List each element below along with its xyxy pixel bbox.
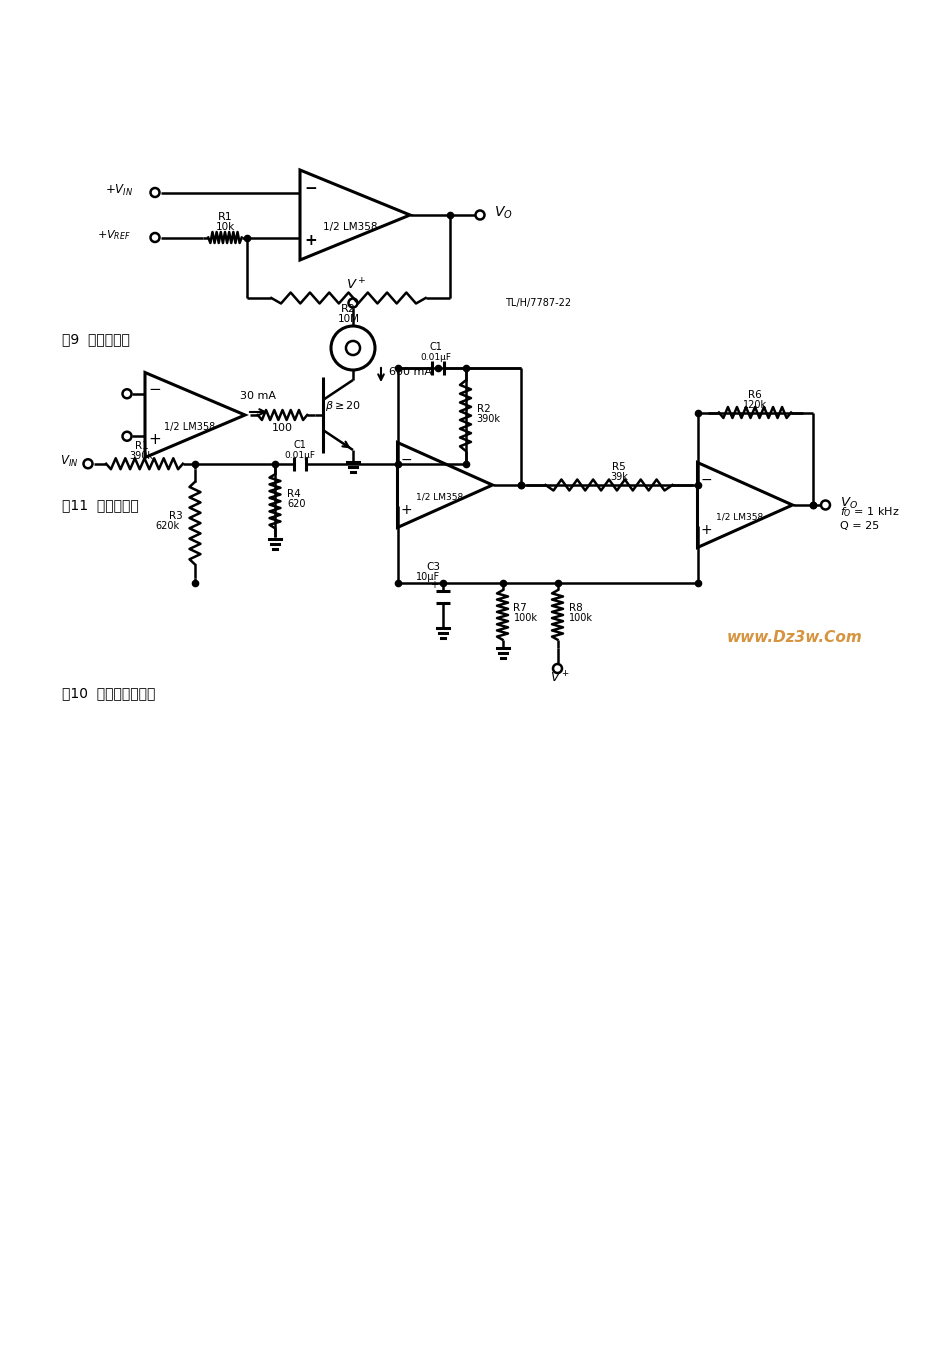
Text: −: − [305, 182, 317, 196]
Text: R1: R1 [135, 441, 148, 451]
Text: $V^+$: $V^+$ [550, 670, 569, 686]
Text: +: + [401, 503, 412, 518]
Text: 10k: 10k [216, 222, 235, 233]
Text: 30 mA: 30 mA [239, 391, 276, 401]
Text: $V_O$: $V_O$ [840, 495, 858, 511]
Text: 0.01μF: 0.01μF [420, 354, 451, 363]
Text: $f_O$ = 1 kHz: $f_O$ = 1 kHz [840, 504, 900, 519]
Text: 1/2 LM358: 1/2 LM358 [716, 512, 764, 522]
Text: 图9  滞后比较器: 图9 滞后比较器 [62, 332, 130, 346]
Text: −: − [401, 453, 412, 467]
Text: R1: R1 [218, 213, 233, 222]
Text: C1: C1 [429, 343, 442, 352]
Text: +: + [701, 523, 712, 537]
Text: 10M: 10M [337, 313, 359, 324]
Text: R7: R7 [514, 603, 527, 613]
Text: R5: R5 [612, 461, 626, 472]
Text: 图10  带通有源滤波器: 图10 带通有源滤波器 [62, 686, 156, 701]
Text: 620: 620 [287, 499, 306, 510]
Text: 10μF: 10μF [416, 573, 441, 582]
Text: 620k: 620k [155, 521, 179, 531]
Text: +: + [148, 432, 162, 447]
Text: 100: 100 [272, 422, 293, 433]
Text: 39k: 39k [610, 472, 628, 482]
Text: −: − [148, 382, 162, 397]
Text: 600 mA: 600 mA [389, 367, 432, 377]
Text: 100k: 100k [514, 613, 538, 623]
Text: $V^+$: $V^+$ [346, 277, 367, 293]
Text: Q = 25: Q = 25 [840, 521, 880, 531]
Text: +$V_{IN}$: +$V_{IN}$ [104, 183, 133, 198]
Text: 图11  灯驱动程序: 图11 灯驱动程序 [62, 499, 139, 512]
Text: 0.01μF: 0.01μF [284, 451, 315, 460]
Text: $\beta\geq20$: $\beta\geq20$ [325, 399, 361, 413]
Text: 100k: 100k [568, 613, 593, 623]
Text: $V_O$: $V_O$ [494, 204, 513, 221]
Text: R4: R4 [287, 490, 301, 499]
Text: +: + [305, 233, 317, 247]
Text: R2: R2 [477, 404, 490, 414]
Text: 1/2 LM358: 1/2 LM358 [164, 422, 216, 432]
Text: 120k: 120k [743, 399, 767, 409]
Text: C3: C3 [427, 562, 441, 573]
Text: −: − [701, 472, 712, 487]
Text: TL/H/7787-22: TL/H/7787-22 [505, 299, 571, 308]
Text: R6: R6 [749, 390, 762, 399]
Text: R2: R2 [341, 304, 356, 313]
Text: +$V_{REF}$: +$V_{REF}$ [97, 229, 131, 242]
Text: 1/2 LM358: 1/2 LM358 [416, 492, 464, 502]
Text: 1/2 LM358: 1/2 LM358 [323, 222, 377, 231]
Text: 390k: 390k [477, 414, 501, 424]
Text: $V_{IN}$: $V_{IN}$ [60, 455, 78, 469]
Text: R3: R3 [169, 511, 183, 521]
Text: C1: C1 [294, 440, 307, 449]
Text: R8: R8 [568, 603, 582, 613]
Text: www.Dz3w.Com: www.Dz3w.Com [727, 631, 863, 646]
Text: 390k: 390k [129, 451, 154, 461]
Text: +: + [430, 581, 439, 590]
